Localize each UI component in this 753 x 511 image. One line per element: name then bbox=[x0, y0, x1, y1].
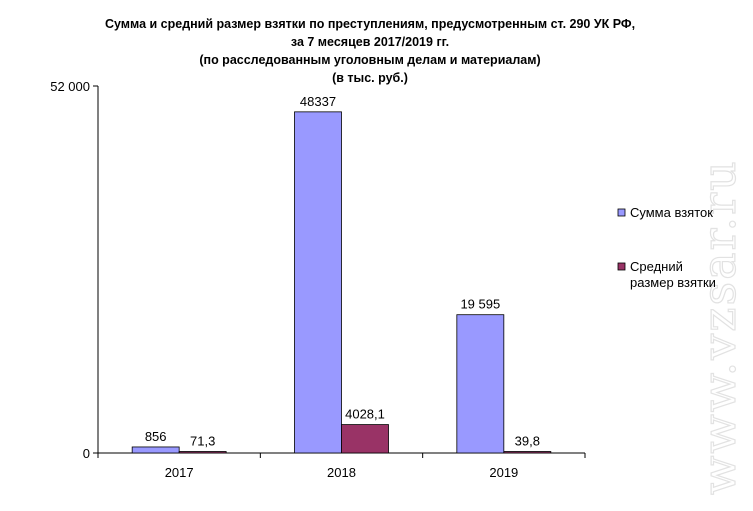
data-label-avg-2018: 4028,1 bbox=[345, 407, 385, 422]
bars bbox=[131, 111, 552, 454]
y-tick-label-1: 52 000 bbox=[50, 79, 90, 94]
x-tick-label-2019: 2019 bbox=[489, 465, 518, 480]
legend-label-avg-line1: Средний bbox=[630, 259, 683, 274]
bar-avg-2017 bbox=[178, 451, 227, 454]
data-label-sum-2018: 48337 bbox=[300, 94, 336, 109]
chart-title: Сумма и средний размер взятки по преступ… bbox=[105, 17, 635, 85]
bar-sum-2019 bbox=[456, 314, 505, 454]
title-line-2: за 7 месяцев 2017/2019 гг. bbox=[291, 35, 449, 49]
bar-sum-2018 bbox=[294, 111, 342, 454]
data-label-avg-2017: 71,3 bbox=[190, 434, 215, 449]
bar-avg-2018 bbox=[341, 424, 389, 454]
x-tick-label-2018: 2018 bbox=[327, 465, 356, 480]
data-label-sum-2017: 856 bbox=[145, 429, 167, 444]
legend-label-sum: Сумма взяток bbox=[630, 205, 713, 220]
watermark: www.vzsar.ru bbox=[692, 159, 746, 495]
title-line-1: Сумма и средний размер взятки по преступ… bbox=[105, 17, 635, 31]
legend-label-avg-line2: размер взятки bbox=[630, 275, 716, 290]
y-tick-label-0: 0 bbox=[83, 446, 90, 461]
data-label-sum-2019: 19 595 bbox=[460, 297, 500, 312]
legend-swatch-sum bbox=[617, 208, 626, 217]
bar-sum-2017 bbox=[131, 446, 180, 454]
x-tick-label-2017: 2017 bbox=[165, 465, 194, 480]
bar-avg-2019 bbox=[503, 451, 552, 454]
legend-swatch-avg bbox=[617, 262, 626, 271]
data-label-avg-2019: 39,8 bbox=[515, 434, 540, 449]
title-line-3: (по расследованным уголовным делам и мат… bbox=[199, 53, 540, 67]
axes: 0 52 000 2017 2018 2019 bbox=[50, 79, 586, 480]
title-line-4: (в тыс. руб.) bbox=[332, 71, 408, 85]
legend: Сумма взяток Средний размер взятки bbox=[617, 205, 716, 290]
data-labels: 856 48337 19 595 71,3 4028,1 39,8 bbox=[145, 94, 540, 449]
